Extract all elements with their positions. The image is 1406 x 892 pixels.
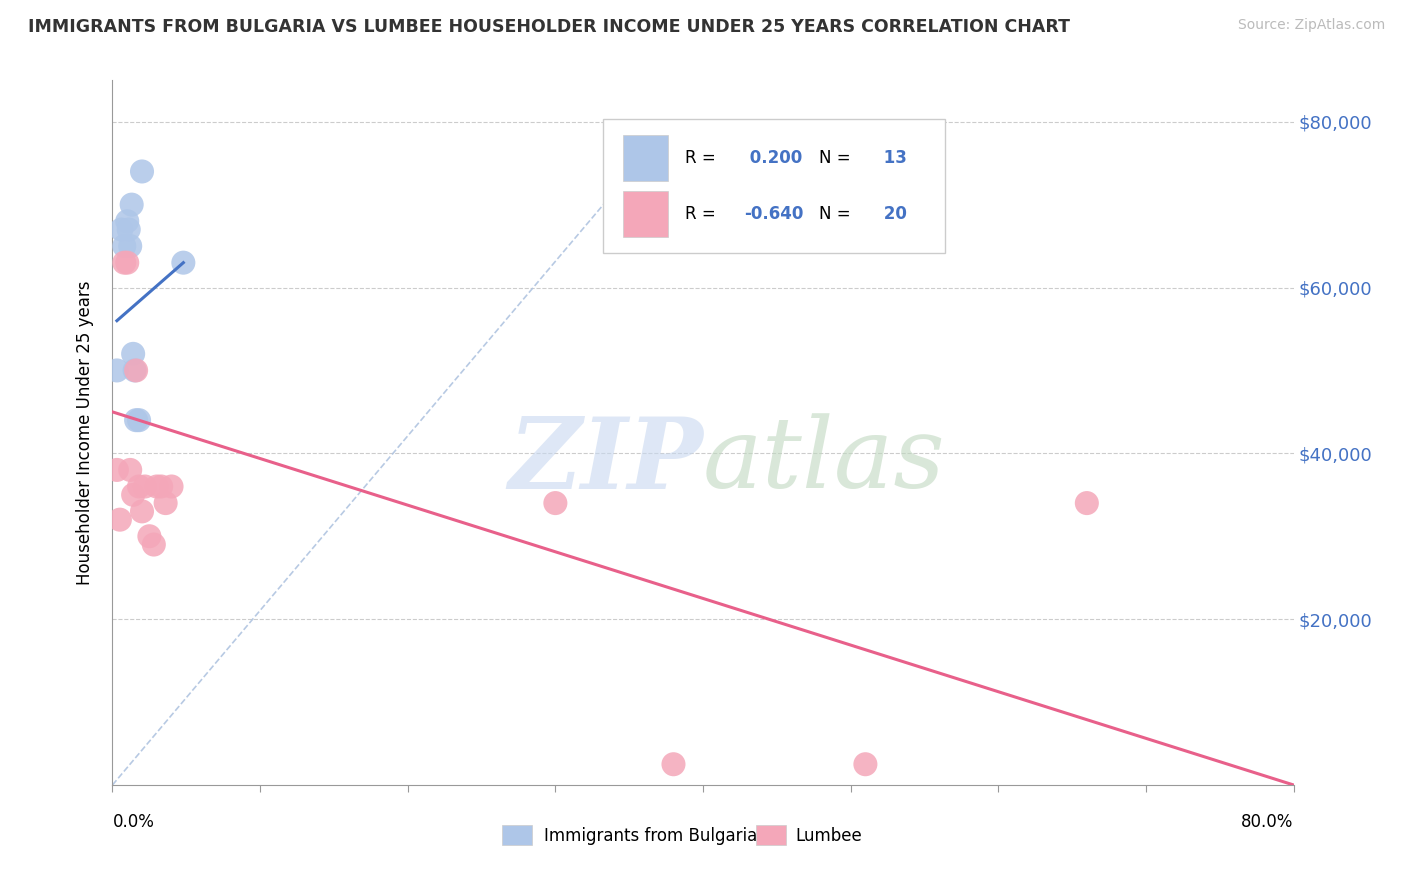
Text: R =: R = (685, 149, 721, 167)
Text: ZIP: ZIP (508, 413, 703, 509)
Point (117, 255, 138, 269)
Text: 20: 20 (877, 205, 907, 223)
Point (118, 222, 141, 236)
Point (120, 239, 142, 253)
Point (105, 363, 128, 377)
Point (117, 214, 138, 228)
Point (112, 255, 135, 269)
Point (155, 496, 177, 510)
FancyBboxPatch shape (603, 119, 945, 253)
Point (1076, 496, 1098, 510)
Point (122, 347, 145, 361)
Bar (756, 825, 786, 845)
Point (125, 413, 148, 427)
Point (544, 496, 567, 510)
Text: N =: N = (818, 149, 856, 167)
Bar (502, 825, 531, 845)
Text: Source: ZipAtlas.com: Source: ZipAtlas.com (1237, 18, 1385, 32)
Text: Lumbee: Lumbee (796, 827, 862, 845)
Bar (623, 191, 668, 236)
Text: atlas: atlas (703, 413, 946, 508)
Text: N =: N = (818, 205, 856, 223)
Point (172, 255, 194, 269)
Text: 0.0%: 0.0% (112, 814, 155, 831)
Point (160, 479, 183, 493)
Point (662, 757, 685, 772)
Text: -0.640: -0.640 (744, 205, 804, 223)
Y-axis label: Householder Income Under 25 years: Householder Income Under 25 years (76, 280, 94, 585)
Point (110, 222, 132, 236)
Text: Immigrants from Bulgaria: Immigrants from Bulgaria (544, 827, 756, 845)
Point (134, 479, 156, 493)
Point (108, 513, 131, 527)
Text: R =: R = (685, 205, 721, 223)
Point (138, 529, 160, 543)
Point (120, 463, 142, 477)
Point (125, 363, 148, 377)
Text: IMMIGRANTS FROM BULGARIA VS LUMBEE HOUSEHOLDER INCOME UNDER 25 YEARS CORRELATION: IMMIGRANTS FROM BULGARIA VS LUMBEE HOUSE… (28, 18, 1070, 36)
Point (146, 479, 169, 493)
Point (131, 164, 153, 178)
Point (150, 479, 173, 493)
Point (131, 504, 153, 518)
Bar (623, 136, 668, 181)
Point (124, 363, 146, 377)
Point (128, 479, 150, 493)
Point (105, 463, 128, 477)
Text: 80.0%: 80.0% (1241, 814, 1294, 831)
Text: 13: 13 (877, 149, 907, 167)
Point (128, 413, 150, 427)
Point (112, 239, 135, 253)
Text: 0.200: 0.200 (744, 149, 803, 167)
Point (122, 488, 145, 502)
Point (142, 537, 165, 551)
Point (855, 757, 877, 772)
Point (121, 197, 143, 211)
